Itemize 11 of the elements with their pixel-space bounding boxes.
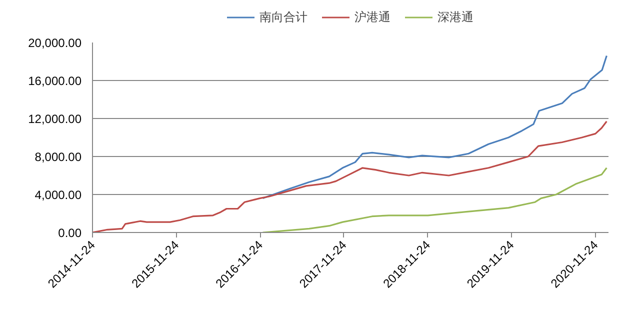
- y-tick-label: 0.00: [58, 226, 82, 240]
- y-tick-label: 16,000.00: [28, 74, 82, 88]
- legend-label: 深港通: [438, 8, 474, 26]
- line-series: [262, 167, 608, 232]
- legend-label: 沪港通: [354, 8, 390, 26]
- y-tick-label: 8,000.00: [34, 150, 82, 164]
- legend-label: 南向合计: [260, 8, 308, 26]
- y-tick-label: 20,000.00: [28, 36, 82, 50]
- line-series: [262, 55, 608, 200]
- y-tick-label: 12,000.00: [28, 112, 82, 126]
- y-tick-label: 4,000.00: [34, 188, 82, 202]
